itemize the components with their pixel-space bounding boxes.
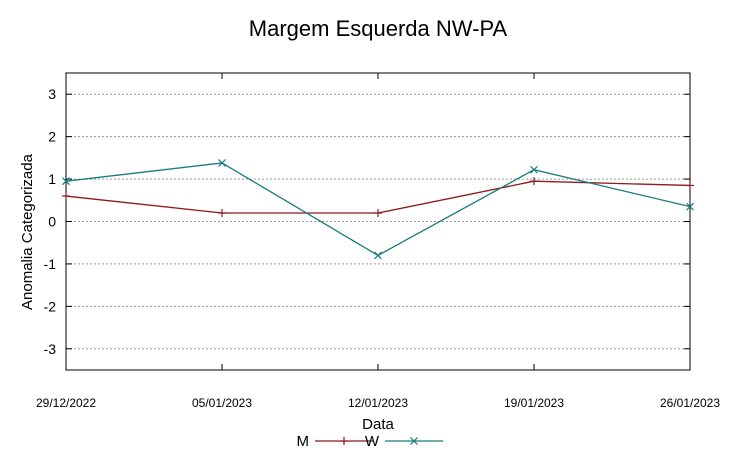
data-point <box>62 177 70 186</box>
data-point <box>686 202 694 211</box>
data-point <box>218 159 226 167</box>
data-point <box>374 251 382 260</box>
x-tick-label: 12/01/2023 <box>348 396 408 410</box>
marker-cross-b <box>410 437 418 445</box>
marker-cross-b <box>374 251 382 260</box>
series-M <box>62 177 694 218</box>
marker-cross-b <box>530 165 538 174</box>
data-point <box>374 209 382 218</box>
y-tick-label: 0 <box>48 214 56 230</box>
series-W <box>62 159 694 260</box>
series-line-M <box>65 180 691 214</box>
x-tick-label: 29/12/2022 <box>36 396 96 410</box>
grid-lines <box>66 93 690 350</box>
data-point <box>530 165 538 174</box>
legend-item-M: M <box>297 433 373 450</box>
x-axis-label: Data <box>362 416 394 433</box>
x-axis-ticks: 29/12/2022 05/01/2023 12/01/2023 19/01/2023… <box>36 73 720 410</box>
marker-cross-b <box>686 202 694 211</box>
y-tick-label: -2 <box>44 298 57 314</box>
x-tick-label: 26/01/2023 <box>660 396 720 410</box>
x-tick-label: 19/01/2023 <box>504 396 564 410</box>
y-tick-label: 3 <box>48 86 56 102</box>
y-tick-label: 1 <box>48 171 56 187</box>
chart-title: Margem Esquerda NW-PA <box>249 16 508 41</box>
data-point <box>62 192 70 201</box>
marker-cross-b <box>62 177 70 186</box>
y-tick-label: -3 <box>44 341 57 357</box>
y-axis-label: Anomalia Categorizada <box>19 153 36 310</box>
y-axis-ticks: -3 -2 -1 0 1 2 3 <box>44 86 690 357</box>
y-tick-label: 2 <box>48 129 56 145</box>
plot-frame <box>65 72 691 371</box>
data-point <box>686 181 694 190</box>
legend-label: M <box>297 433 310 450</box>
y-tick-label: -1 <box>44 256 57 272</box>
data-point <box>218 209 226 218</box>
marker-cross-b <box>218 159 226 167</box>
data-point <box>530 177 538 186</box>
legend-label: W <box>365 433 380 450</box>
legend-item-W: W <box>365 433 443 450</box>
x-tick-label: 05/01/2023 <box>192 396 252 410</box>
series-group <box>62 159 694 260</box>
